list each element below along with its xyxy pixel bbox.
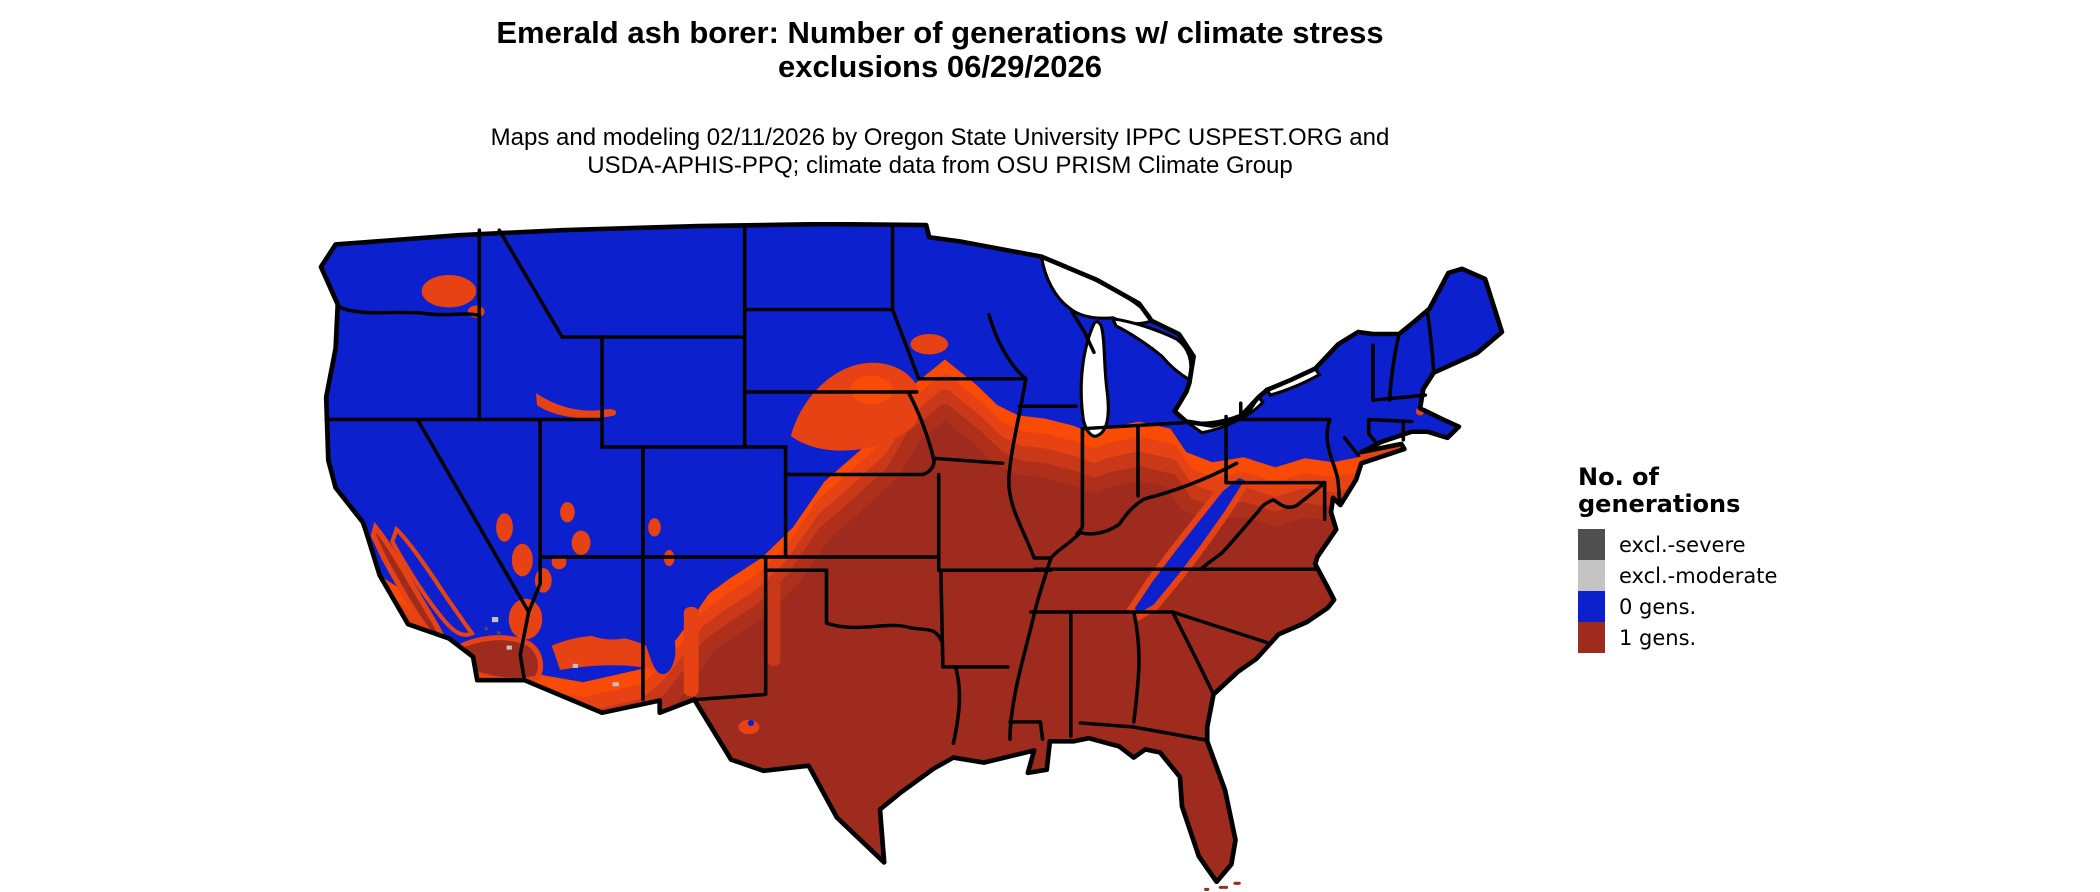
legend-title: No. of generations bbox=[1578, 464, 1938, 518]
florida-keys bbox=[1204, 881, 1241, 891]
zero-gens-swatch bbox=[1578, 591, 1605, 622]
legend-item-excl-severe: excl.-severe bbox=[1578, 529, 1938, 560]
legend-title-line-1: No. of bbox=[1578, 463, 1659, 491]
excl-severe-swatch bbox=[1578, 529, 1605, 560]
legend-item-1-gens: 1 gens. bbox=[1578, 622, 1938, 653]
one-gens-label: 1 gens. bbox=[1619, 625, 1697, 650]
us-map bbox=[300, 222, 1590, 892]
conus-outline bbox=[318, 222, 1505, 885]
legend: No. of generations excl.-severe excl.-mo… bbox=[1578, 464, 1938, 653]
legend-items: excl.-severe excl.-moderate 0 gens. 1 ge… bbox=[1578, 529, 1938, 653]
chart-title: Emerald ash borer: Number of generations… bbox=[0, 16, 1880, 84]
zero-gens-label: 0 gens. bbox=[1619, 594, 1697, 619]
appalachia-blue-wedge bbox=[1126, 471, 1254, 621]
us-map-svg bbox=[318, 222, 1505, 891]
subtitle-line-2: USDA-APHIS-PPQ; climate data from OSU PR… bbox=[587, 152, 1293, 179]
chart-subtitle: Maps and modeling 02/11/2026 by Oregon S… bbox=[0, 124, 1880, 180]
subtitle-line-1: Maps and modeling 02/11/2026 by Oregon S… bbox=[490, 124, 1390, 151]
legend-item-0-gens: 0 gens. bbox=[1578, 591, 1938, 622]
title-line-2: exclusions 06/29/2026 bbox=[777, 49, 1102, 84]
excl-moderate-swatch bbox=[1578, 560, 1605, 591]
one-gens-swatch bbox=[1578, 622, 1605, 653]
title-line-1: Emerald ash borer: Number of generations… bbox=[496, 15, 1384, 50]
excl-severe-label: excl.-severe bbox=[1619, 532, 1746, 557]
dakotas-orange-patch bbox=[790, 334, 949, 451]
exclusion-specks bbox=[484, 617, 619, 687]
legend-title-line-2: generations bbox=[1578, 490, 1741, 518]
excl-moderate-label: excl.-moderate bbox=[1619, 563, 1778, 588]
legend-item-excl-moderate: excl.-moderate bbox=[1578, 560, 1938, 591]
long-island-warm bbox=[1359, 443, 1403, 462]
state-borders bbox=[324, 223, 1436, 746]
